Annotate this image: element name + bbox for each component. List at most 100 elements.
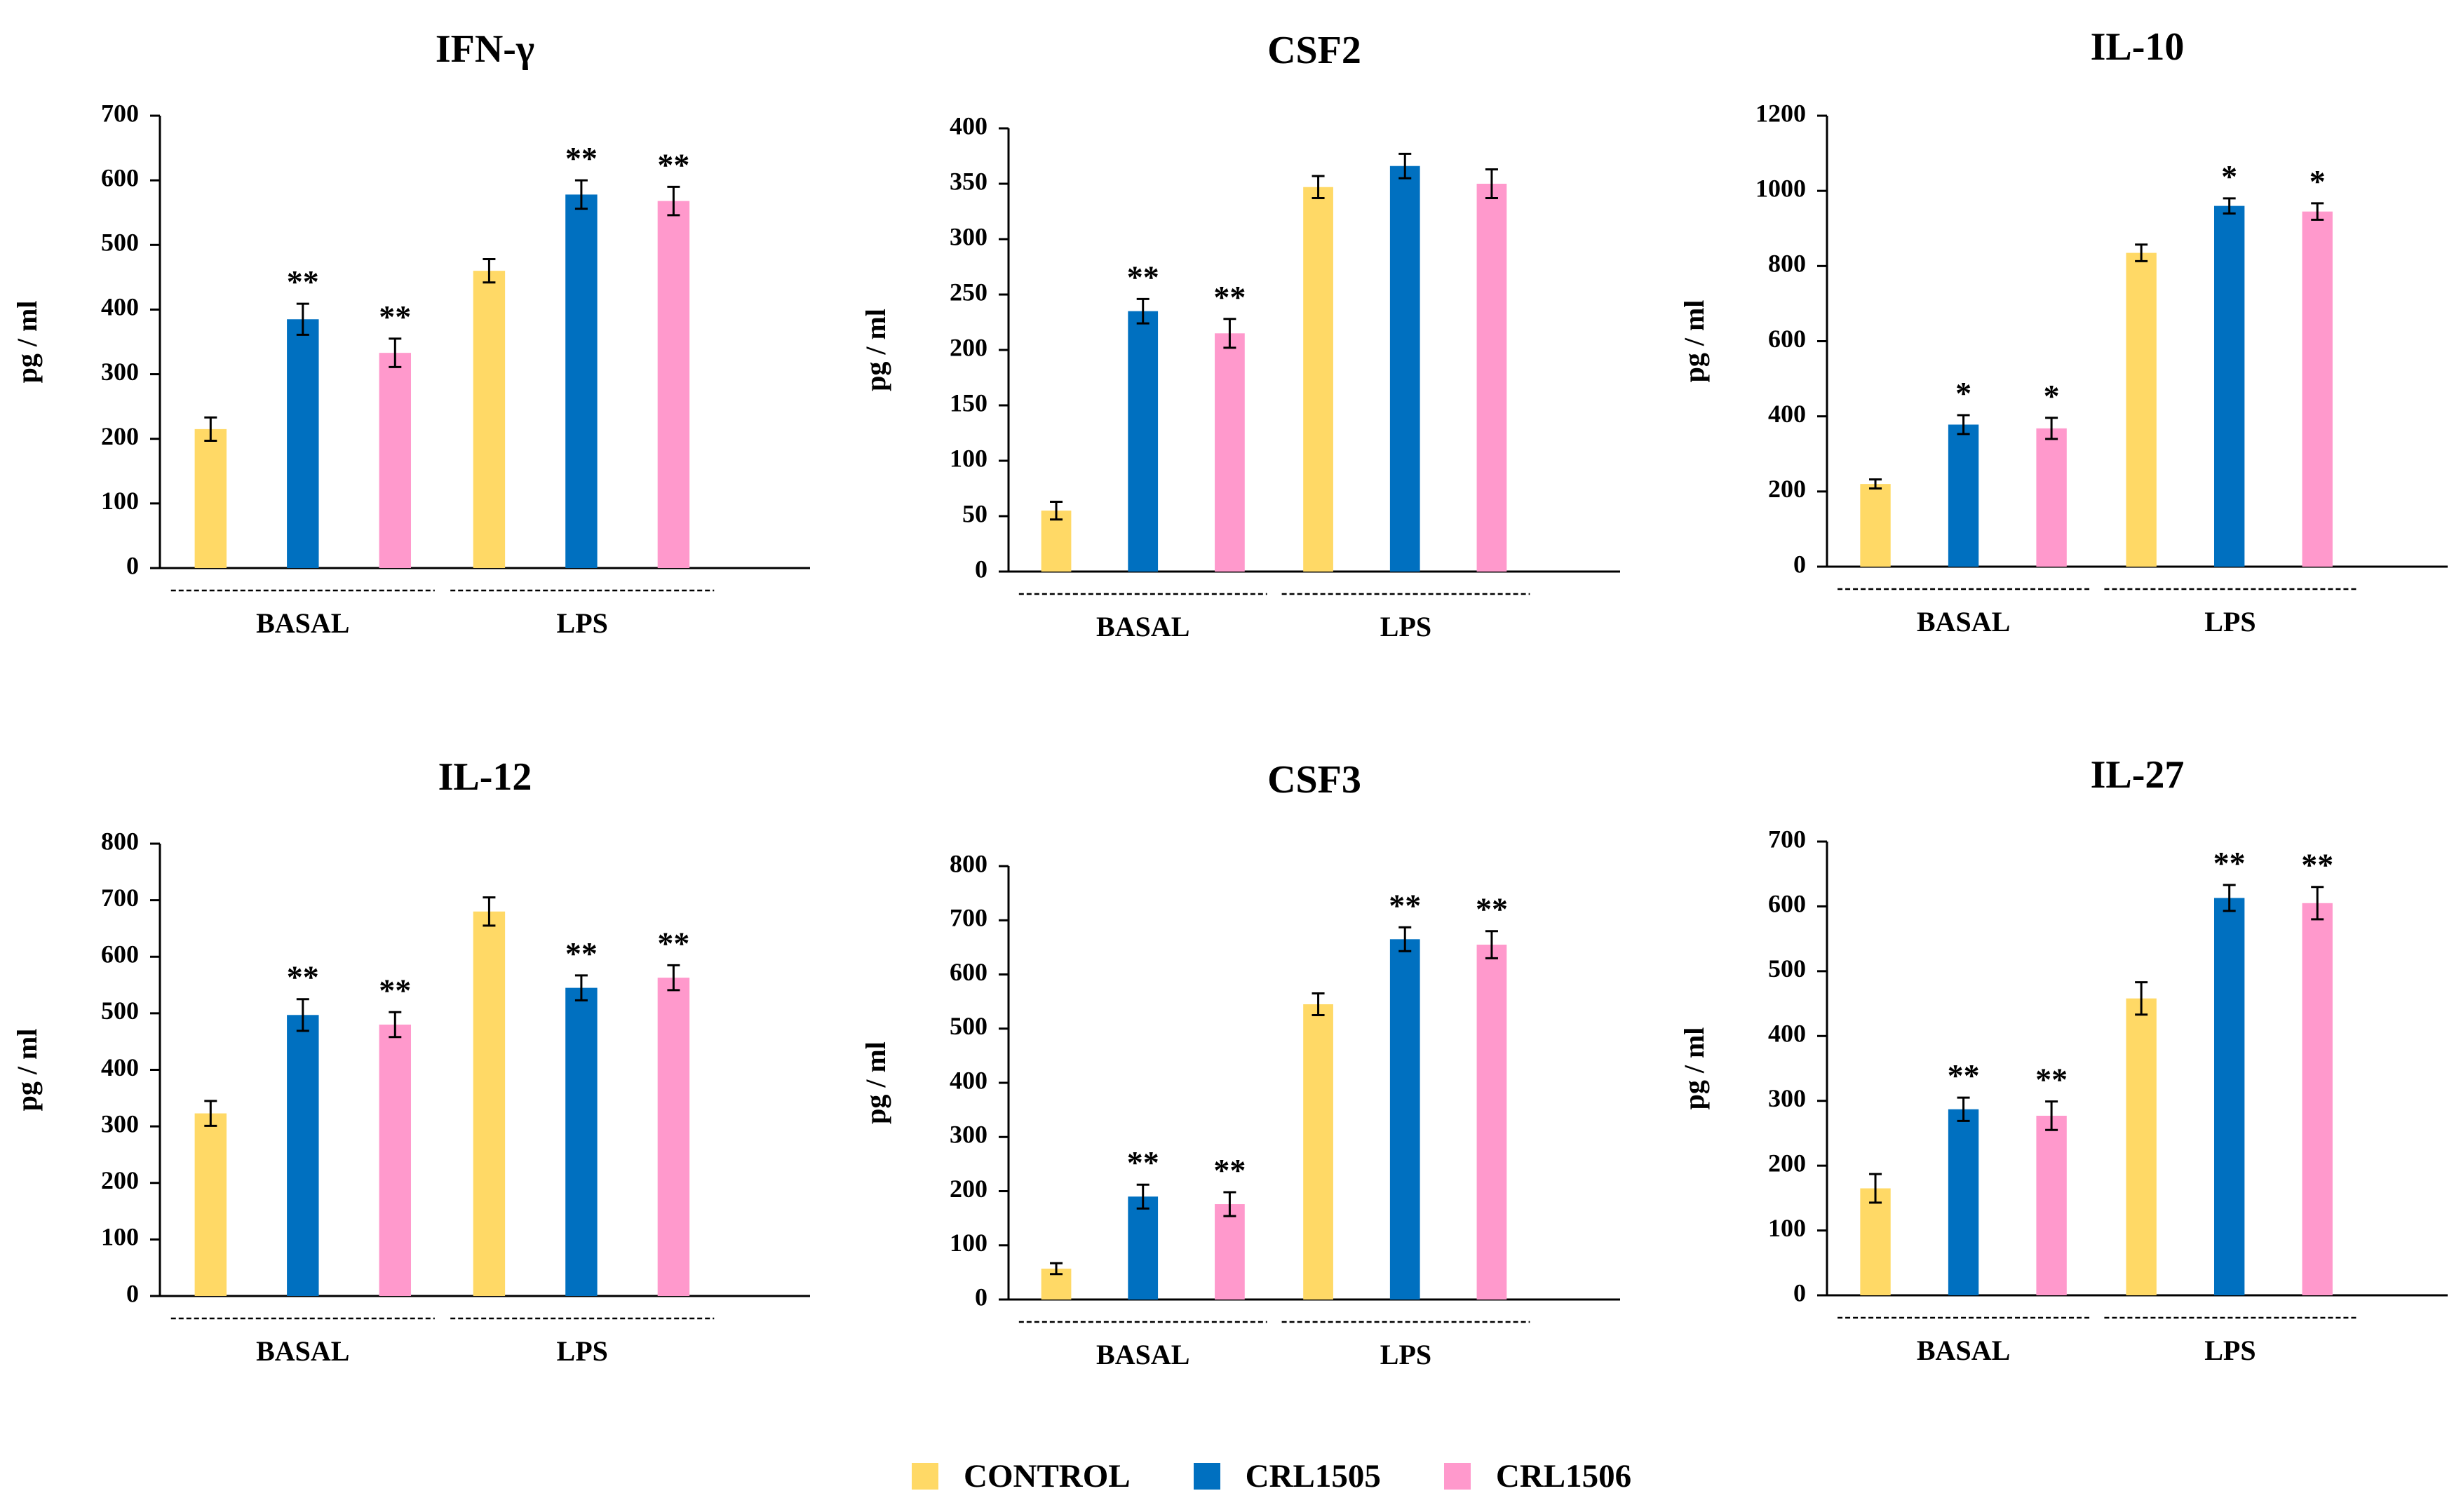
y-tick-label: 0 — [1793, 1278, 1806, 1307]
bar-lps-crl1505 — [565, 987, 598, 1296]
bar-basal-control — [194, 428, 227, 568]
significance-mark: ** — [2213, 845, 2246, 881]
group-label-lps: LPS — [1380, 611, 1431, 642]
bar-lps-control — [2126, 252, 2157, 567]
bar-basal-crl1505 — [1948, 424, 1979, 567]
y-tick-label: 400 — [101, 293, 139, 321]
y-tick-label: 0 — [975, 555, 987, 583]
y-tick-label: 600 — [101, 163, 139, 191]
significance-mark: * — [2044, 378, 2060, 414]
group-label-lps: LPS — [1380, 1339, 1431, 1370]
bar-lps-control — [473, 271, 506, 568]
y-tick-label: 500 — [101, 229, 139, 257]
bar-lps-crl1505 — [2213, 898, 2245, 1295]
significance-mark: * — [2221, 158, 2237, 194]
y-tick-label: 300 — [101, 1109, 139, 1138]
significance-mark: ** — [379, 299, 411, 335]
significance-mark: ** — [2301, 847, 2333, 883]
y-tick-label: 600 — [950, 958, 987, 986]
y-tick-label: 0 — [126, 551, 139, 579]
y-tick-label: 0 — [975, 1283, 987, 1311]
group-label-lps: LPS — [2204, 606, 2256, 637]
significance-mark: ** — [287, 264, 319, 299]
legend-label-crl1506: CRL1506 — [1495, 1458, 1632, 1494]
bar-basal-crl1505 — [287, 1015, 319, 1296]
bar-lps-crl1506 — [657, 978, 690, 1296]
bar-lps-control — [473, 911, 506, 1296]
y-tick-label: 600 — [1768, 325, 1806, 353]
significance-mark: * — [1955, 375, 1971, 411]
significance-mark: ** — [1127, 1145, 1159, 1180]
bar-lps-control — [2126, 998, 2157, 1295]
y-tick-label: 400 — [101, 1053, 139, 1081]
y-tick-label: 200 — [1768, 1149, 1806, 1177]
legend-label-control: CONTROL — [964, 1458, 1131, 1494]
y-tick-label: 500 — [950, 1012, 987, 1040]
bar-basal-crl1505 — [1128, 1196, 1159, 1300]
significance-mark: ** — [1948, 1058, 1980, 1093]
group-label-lps: LPS — [2204, 1335, 2256, 1366]
y-tick-label: 700 — [101, 884, 139, 912]
y-tick-label: 300 — [950, 1121, 987, 1149]
significance-mark: ** — [1213, 1152, 1246, 1188]
y-tick-label: 500 — [1768, 954, 1806, 983]
y-tick-label: 300 — [950, 222, 987, 250]
group-label-basal: BASAL — [256, 1335, 349, 1367]
bar-basal-crl1505 — [1128, 311, 1159, 572]
significance-mark: ** — [1389, 887, 1421, 923]
significance-mark: * — [2310, 163, 2326, 199]
y-tick-label: 200 — [950, 1175, 987, 1203]
y-axis-label: pg / ml — [1678, 300, 1710, 383]
bar-basal-crl1506 — [379, 353, 412, 568]
y-tick-label: 800 — [101, 827, 139, 855]
group-label-basal: BASAL — [256, 607, 349, 639]
legend-swatch-control — [912, 1463, 938, 1490]
bar-basal-crl1506 — [1215, 1204, 1245, 1300]
y-tick-label: 700 — [101, 99, 139, 127]
y-tick-label: 400 — [1768, 400, 1806, 428]
y-tick-label: 0 — [1793, 550, 1806, 578]
y-tick-label: 100 — [950, 444, 987, 472]
bar-basal-crl1506 — [2036, 428, 2067, 567]
y-tick-label: 250 — [950, 278, 987, 306]
y-tick-label: 300 — [101, 358, 139, 386]
group-label-lps: LPS — [557, 607, 608, 639]
legend-swatch-crl1505 — [1193, 1463, 1220, 1490]
legend-item-control: CONTROL — [912, 1457, 1131, 1495]
group-label-basal: BASAL — [1096, 611, 1189, 642]
y-tick-label: 400 — [950, 1066, 987, 1094]
y-tick-label: 350 — [950, 167, 987, 195]
bar-lps-crl1505 — [565, 194, 598, 568]
legend-swatch-crl1506 — [1443, 1463, 1471, 1490]
y-tick-label: 800 — [1768, 250, 1806, 278]
group-label-basal: BASAL — [1096, 1339, 1189, 1370]
y-axis-label: pg / ml — [860, 1041, 891, 1124]
chart-title: IL-10 — [2091, 25, 2185, 69]
significance-mark: ** — [1127, 259, 1159, 295]
y-tick-label: 800 — [950, 849, 987, 877]
y-axis-label: pg / ml — [860, 309, 891, 391]
y-tick-label: 500 — [101, 997, 139, 1025]
significance-mark: ** — [1476, 891, 1508, 927]
bar-lps-crl1505 — [1389, 166, 1420, 572]
bar-basal-crl1505 — [1948, 1109, 1979, 1295]
y-tick-label: 300 — [1768, 1084, 1806, 1112]
bar-lps-crl1505 — [1389, 939, 1420, 1300]
chart-panel-5: CSF3 0 100 200 300 400 500 600 700 800 pg / ml ** **… — [860, 758, 1620, 1370]
y-tick-label: 200 — [101, 422, 139, 450]
legend-label-crl1505: CRL1505 — [1245, 1458, 1381, 1494]
bar-lps-crl1505 — [2213, 205, 2245, 567]
y-tick-label: 100 — [101, 487, 139, 515]
bar-basal-control — [1860, 1188, 1891, 1295]
bar-basal-crl1505 — [287, 319, 319, 568]
legend: CONTROL CRL1505 CRL1506 — [912, 1457, 1694, 1495]
significance-mark: ** — [657, 925, 689, 961]
bar-basal-control — [1041, 511, 1072, 572]
y-tick-label: 100 — [950, 1229, 987, 1257]
chart-panel-4: IL-12 0 100 200 300 400 500 600 700 800 pg / ml ** *… — [11, 755, 810, 1367]
bar-basal-control — [194, 1113, 227, 1296]
group-label-basal: BASAL — [1917, 1335, 2010, 1366]
bar-lps-crl1506 — [657, 201, 690, 569]
y-axis-label: pg / ml — [11, 301, 43, 384]
y-tick-label: 400 — [1768, 1020, 1806, 1048]
